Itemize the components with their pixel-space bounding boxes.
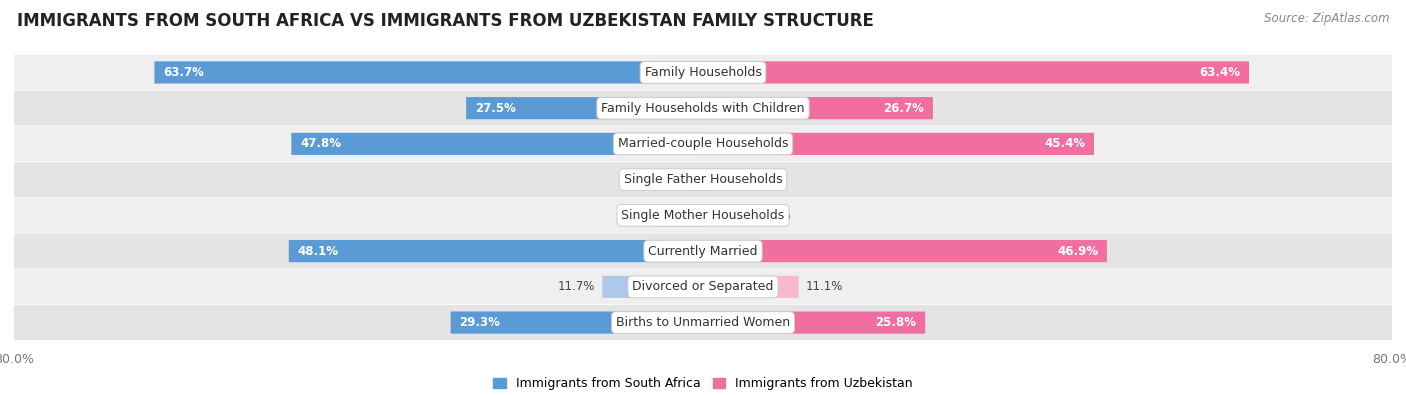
FancyBboxPatch shape — [602, 276, 703, 298]
FancyBboxPatch shape — [14, 233, 1392, 269]
Text: 63.7%: 63.7% — [163, 66, 204, 79]
Text: Currently Married: Currently Married — [648, 245, 758, 258]
Text: 29.3%: 29.3% — [460, 316, 501, 329]
FancyBboxPatch shape — [703, 204, 754, 226]
Text: Family Households: Family Households — [644, 66, 762, 79]
Text: Source: ZipAtlas.com: Source: ZipAtlas.com — [1264, 12, 1389, 25]
Text: 25.8%: 25.8% — [876, 316, 917, 329]
Text: Single Father Households: Single Father Households — [624, 173, 782, 186]
FancyBboxPatch shape — [155, 61, 703, 83]
FancyBboxPatch shape — [703, 312, 925, 334]
FancyBboxPatch shape — [703, 61, 1249, 83]
Text: 11.7%: 11.7% — [558, 280, 595, 293]
FancyBboxPatch shape — [288, 240, 703, 262]
Text: IMMIGRANTS FROM SOUTH AFRICA VS IMMIGRANTS FROM UZBEKISTAN FAMILY STRUCTURE: IMMIGRANTS FROM SOUTH AFRICA VS IMMIGRAN… — [17, 12, 873, 30]
Text: 11.1%: 11.1% — [806, 280, 842, 293]
Text: Divorced or Separated: Divorced or Separated — [633, 280, 773, 293]
FancyBboxPatch shape — [14, 55, 1392, 90]
FancyBboxPatch shape — [14, 305, 1392, 340]
FancyBboxPatch shape — [14, 90, 1392, 126]
FancyBboxPatch shape — [685, 169, 703, 191]
Text: 46.9%: 46.9% — [1057, 245, 1098, 258]
FancyBboxPatch shape — [654, 204, 703, 226]
Legend: Immigrants from South Africa, Immigrants from Uzbekistan: Immigrants from South Africa, Immigrants… — [488, 372, 918, 395]
Text: Single Mother Households: Single Mother Households — [621, 209, 785, 222]
Text: 48.1%: 48.1% — [298, 245, 339, 258]
FancyBboxPatch shape — [703, 240, 1107, 262]
FancyBboxPatch shape — [14, 162, 1392, 197]
Text: Family Households with Children: Family Households with Children — [602, 102, 804, 115]
FancyBboxPatch shape — [703, 97, 934, 119]
FancyBboxPatch shape — [467, 97, 703, 119]
FancyBboxPatch shape — [703, 276, 799, 298]
FancyBboxPatch shape — [703, 169, 718, 191]
Text: 5.7%: 5.7% — [617, 209, 647, 222]
FancyBboxPatch shape — [14, 269, 1392, 305]
FancyBboxPatch shape — [451, 312, 703, 334]
Text: 45.4%: 45.4% — [1045, 137, 1085, 150]
Text: 27.5%: 27.5% — [475, 102, 516, 115]
Text: Births to Unmarried Women: Births to Unmarried Women — [616, 316, 790, 329]
FancyBboxPatch shape — [14, 198, 1392, 233]
Text: Married-couple Households: Married-couple Households — [617, 137, 789, 150]
Text: 63.4%: 63.4% — [1199, 66, 1240, 79]
Text: 1.8%: 1.8% — [725, 173, 755, 186]
Text: 26.7%: 26.7% — [883, 102, 924, 115]
Text: 2.1%: 2.1% — [648, 173, 678, 186]
Text: 47.8%: 47.8% — [299, 137, 342, 150]
Text: 5.9%: 5.9% — [761, 209, 790, 222]
FancyBboxPatch shape — [14, 126, 1392, 162]
FancyBboxPatch shape — [291, 133, 703, 155]
FancyBboxPatch shape — [703, 133, 1094, 155]
